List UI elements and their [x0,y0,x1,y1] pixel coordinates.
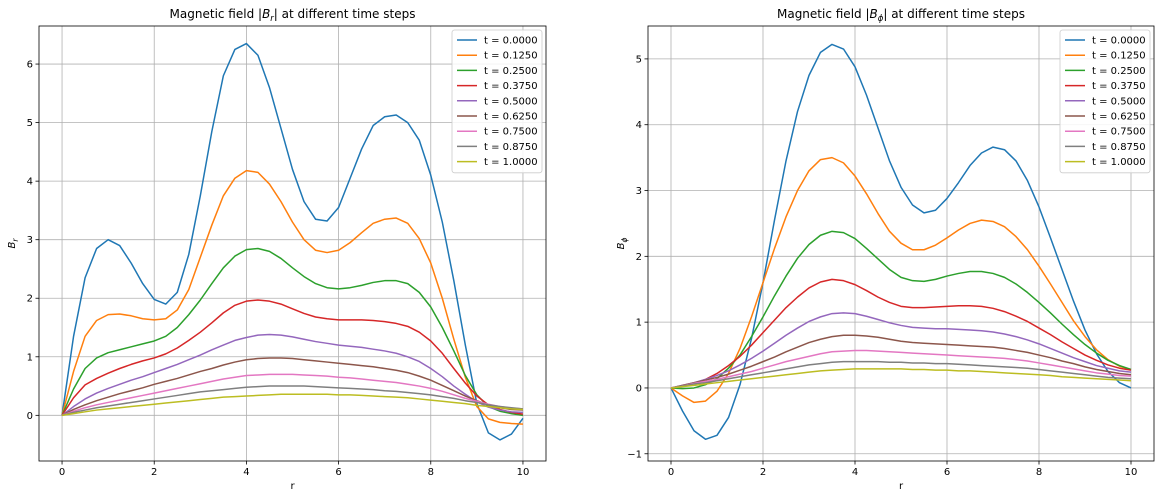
y-tick-label: 5 [27,118,33,129]
y-tick-label: 1 [636,318,642,329]
x-tick-label: 0 [668,467,674,478]
series-line-8 [61,385,524,417]
series-line-2 [61,169,523,425]
y-tick-label: 4 [27,177,33,188]
title-text-end: | at different time steps [883,7,1025,21]
legend-box [451,29,543,174]
y-axis-label: Bϕ [616,238,629,250]
y-tick-label: 4 [636,120,642,131]
x-tick-label: 10 [1125,467,1138,478]
legend-box [1059,29,1151,174]
x-tick-label: 6 [944,467,950,478]
legend-item-label: t = 0.6250 [484,112,538,123]
title-text: Magnetic field | [777,7,870,21]
series-line-7 [670,349,1132,389]
legend-item-label: t = 0.0000 [1092,36,1146,47]
legend: t = 0.0000 t = 0.1250 t = 0.2500 t = 0.3750… [451,29,543,174]
legend-item-label: t = 0.0000 [484,36,538,47]
legend-item-label: t = 0.7500 [1092,127,1146,138]
y-tick-label: 1 [27,352,33,363]
title-symbol: B [262,7,270,21]
series-line-6 [61,357,523,416]
x-tick-label: 2 [760,467,766,478]
y-tick-label: 3 [27,235,33,246]
legend-item-label: t = 0.7500 [484,127,538,138]
x-tick-label: 2 [151,467,157,478]
y-tick-label: −1 [627,449,642,460]
x-tick-label: 0 [59,467,65,478]
legend-item-label: t = 0.5000 [484,96,538,107]
series-line-3 [670,230,1132,390]
series-line-1 [61,42,524,441]
y-label-symbol: B [7,241,18,248]
y-tick-label: 0 [27,411,33,422]
x-tick-label: 6 [335,467,341,478]
title-text: Magnetic field | [170,7,263,21]
legend-item-label: t = 0.1250 [1092,51,1146,62]
series-line-5 [670,312,1132,389]
axes-frame [38,25,547,462]
legend-item-label: t = 0.6250 [1092,112,1146,123]
legend-item-label: t = 0.8750 [484,142,538,153]
y-label-subscript: ϕ [620,238,629,243]
legend-item-label: t = 0.3750 [1092,81,1146,92]
x-tick-label: 4 [852,467,858,478]
legend-item-label: t = 0.8750 [1092,142,1146,153]
x-tick-label: 10 [517,467,530,478]
x-axis-label: r [290,481,295,492]
series-line-4 [61,299,524,416]
y-label-symbol: B [616,242,627,249]
chart-title: Magnetic field |Bϕ| at different time st… [777,7,1025,24]
series-line-3 [61,247,524,417]
series-line-4 [670,278,1132,389]
y-tick-label: 5 [636,54,642,65]
series-line-6 [670,334,1132,389]
legend-item-label: t = 0.2500 [484,66,538,77]
title-subscript: r [270,14,274,24]
series-line-8 [670,360,1132,389]
series-line-7 [61,373,523,417]
title-text-end: | at different time steps [274,7,416,21]
series-line-5 [61,333,523,416]
x-tick-label: 8 [428,467,434,478]
legend-item-label: t = 0.3750 [484,81,538,92]
legend-item-label: t = 0.5000 [1092,96,1146,107]
x-axis-label: r [899,481,904,492]
series-line-2 [670,156,1132,404]
series-line-9 [670,368,1132,389]
legend-item-label: t = 0.2500 [1092,66,1146,77]
title-subscript: ϕ [878,14,884,24]
y-label-subscript: r [11,238,20,242]
y-tick-label: 2 [27,294,33,305]
chart-title: Magnetic field |Br| at different time st… [170,7,416,24]
series-line-1 [670,43,1132,441]
y-tick-label: 3 [636,186,642,197]
y-tick-label: 2 [636,252,642,263]
y-tick-label: 6 [27,60,33,71]
x-tick-label: 4 [243,467,249,478]
legend-item-label: t = 0.1250 [484,51,538,62]
y-axis-label: Br [7,238,20,249]
legend-item-label: t = 1.0000 [1092,157,1146,168]
title-symbol: B [870,7,878,21]
series-line-9 [61,393,523,417]
axes-frame [647,25,1155,462]
y-tick-label: 0 [636,383,642,394]
legend: t = 0.0000 t = 0.1250 t = 0.2500 t = 0.3750… [1059,29,1151,174]
x-tick-label: 8 [1036,467,1042,478]
legend-item-label: t = 1.0000 [484,157,538,168]
